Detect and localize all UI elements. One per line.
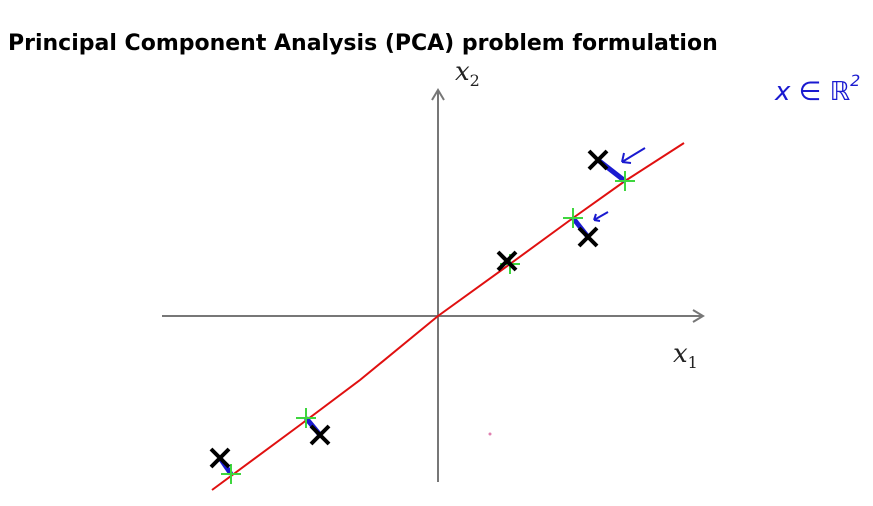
y-var: x xyxy=(455,57,470,87)
annotation-text: x ∈ ℝ xyxy=(774,77,851,107)
annotation-sup: 2 xyxy=(850,71,860,90)
axes xyxy=(162,88,705,482)
y-sub: 2 xyxy=(470,71,480,90)
projected-point xyxy=(563,208,583,228)
stray-dot xyxy=(488,432,492,436)
data-point xyxy=(309,424,331,446)
y-axis-label: x2 xyxy=(455,57,480,90)
projected-point xyxy=(296,408,316,428)
x-arrow xyxy=(692,309,705,323)
hand-arrows xyxy=(593,147,646,222)
y-arrow xyxy=(431,88,445,101)
x-axis-label: x1 xyxy=(673,339,698,372)
data-point xyxy=(209,447,231,469)
data-point xyxy=(587,149,609,171)
slide-title: Principal Component Analysis (PCA) probl… xyxy=(8,31,718,56)
hand-arrow xyxy=(621,147,646,164)
projected-point xyxy=(221,464,241,484)
hand-arrow xyxy=(593,211,609,222)
x-var: x xyxy=(673,339,688,369)
data-points xyxy=(209,149,609,469)
projected-point xyxy=(615,171,635,191)
x-sub: 1 xyxy=(688,353,698,372)
data-point xyxy=(577,226,599,248)
data-point xyxy=(496,250,518,272)
annotation: x ∈ ℝ2 xyxy=(774,71,860,107)
